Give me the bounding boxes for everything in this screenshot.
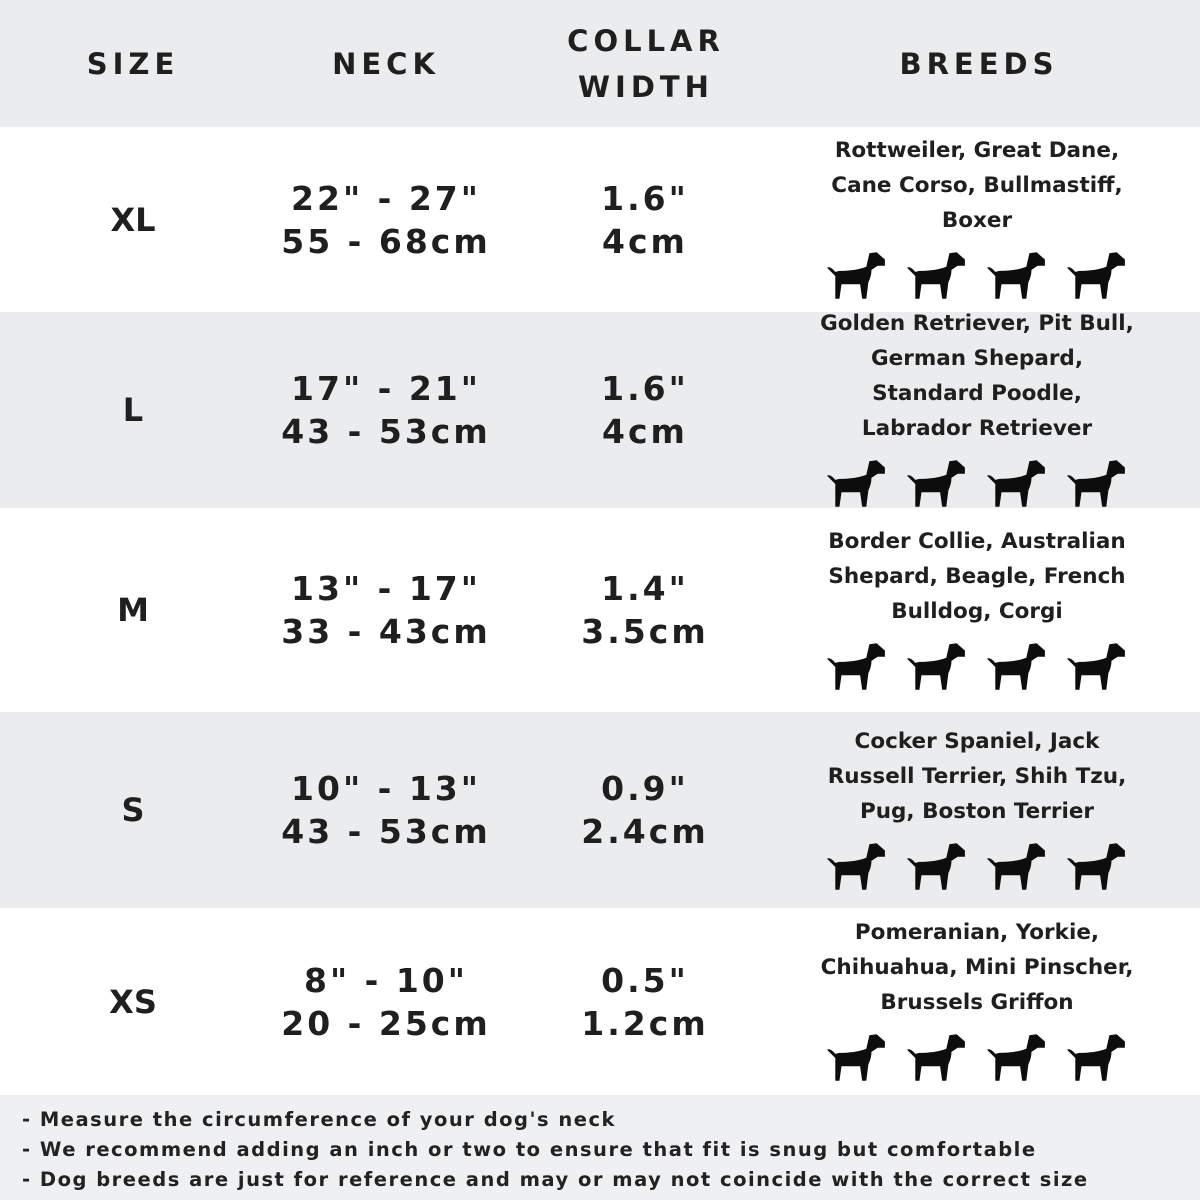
header-neck: NECK <box>332 46 440 81</box>
collar-width-cell: 0.9" 2.4cm <box>506 767 784 853</box>
neck-cell: 8" - 10" 20 - 25cm <box>266 959 506 1045</box>
pug-silhouette-icon <box>1065 835 1129 897</box>
chihuahua-silhouette-icon <box>985 1026 1049 1088</box>
breeds-cell: Golden Retriever, Pit Bull, German Shepa… <box>784 306 1170 514</box>
width-cm: 2.4cm <box>581 812 709 851</box>
size-label: S <box>121 791 145 829</box>
neck-cm: 43 - 53cm <box>281 812 491 851</box>
table-row: M 13" - 17" 33 - 43cm 1.4" 3.5cm Border … <box>0 508 1200 712</box>
size-label: L <box>122 391 144 429</box>
table-row: S 10" - 13" 43 - 53cm 0.9" 2.4cm Cocker … <box>0 712 1200 908</box>
table-row: XL 22" - 27" 55 - 68cm 1.6" 4cm Rottweil… <box>0 127 1200 312</box>
size-label: XS <box>109 982 157 1021</box>
width-inches: 0.5" <box>601 960 689 1000</box>
size-label: M <box>117 591 149 629</box>
breeds-cell: Border Collie, Australian Shepard, Beagl… <box>784 524 1170 697</box>
note: - Dog breeds are just for reference and … <box>22 1168 1089 1191</box>
collar-width-cell: 0.5" 1.2cm <box>506 959 784 1045</box>
width-inches: 0.9" <box>601 769 689 808</box>
collar-width-cell: 1.6" 4cm <box>506 367 784 453</box>
neck-inches: 22" - 27" <box>291 178 481 218</box>
breed-icons <box>784 635 1170 697</box>
french-bulldog-silhouette-icon <box>985 635 1049 697</box>
breed-icons <box>784 1026 1170 1088</box>
mini-pinscher-silhouette-icon <box>1065 1026 1129 1088</box>
breeds-text: Rottweiler, Great Dane, Cane Corso, Bull… <box>831 138 1123 233</box>
neck-cell: 17" - 21" 43 - 53cm <box>266 367 506 453</box>
neck-inches: 17" - 21" <box>291 369 481 408</box>
neck-inches: 8" - 10" <box>304 960 468 1000</box>
breeds-cell: Cocker Spaniel, Jack Russell Terrier, Sh… <box>784 724 1170 897</box>
width-inches: 1.4" <box>601 569 689 608</box>
header-size: SIZE <box>86 46 180 81</box>
breeds-cell: Pomeranian, Yorkie, Chihuahua, Mini Pins… <box>784 915 1170 1088</box>
width-cm: 4cm <box>602 412 688 451</box>
yorkie-silhouette-icon <box>905 1026 969 1088</box>
notes-footer: - Measure the circumference of your dog'… <box>0 1095 1200 1200</box>
cocker-spaniel-silhouette-icon <box>825 835 889 897</box>
breeds-text: Cocker Spaniel, Jack Russell Terrier, Sh… <box>827 728 1127 824</box>
golden-retriever-silhouette-icon <box>825 452 889 514</box>
cane-corso-silhouette-icon <box>985 244 1049 306</box>
header-breeds: BREEDS <box>899 46 1059 81</box>
breeds-text: Pomeranian, Yorkie, Chihuahua, Mini Pins… <box>820 920 1134 1015</box>
breeds-cell: Rottweiler, Great Dane, Cane Corso, Bull… <box>784 133 1170 306</box>
neck-inches: 10" - 13" <box>291 769 481 808</box>
poodle-silhouette-icon <box>985 452 1049 514</box>
neck-cell: 22" - 27" 55 - 68cm <box>266 177 506 263</box>
collar-width-cell: 1.4" 3.5cm <box>506 567 784 653</box>
width-cm: 1.2cm <box>581 1003 709 1043</box>
breeds-text: Border Collie, Australian Shepard, Beagl… <box>828 528 1126 624</box>
note: - Measure the circumference of your dog'… <box>22 1108 617 1131</box>
header-collar-width: COLLAR WIDTH <box>567 23 725 104</box>
border-collie-silhouette-icon <box>825 635 889 697</box>
note: - We recommend adding an inch or two to … <box>22 1138 1037 1161</box>
breed-icons <box>784 452 1170 514</box>
table-row: XS 8" - 10" 20 - 25cm 0.5" 1.2cm Pomeran… <box>0 908 1200 1095</box>
width-cm: 3.5cm <box>581 612 709 651</box>
width-inches: 1.6" <box>601 369 689 408</box>
rottweiler-silhouette-icon <box>825 244 889 306</box>
bullmastiff-silhouette-icon <box>1065 244 1129 306</box>
beagle-silhouette-icon <box>905 635 969 697</box>
neck-cell: 13" - 17" 33 - 43cm <box>266 567 506 653</box>
jack-russell-silhouette-icon <box>905 835 969 897</box>
labrador-silhouette-icon <box>905 452 969 514</box>
size-table-body: XL 22" - 27" 55 - 68cm 1.6" 4cm Rottweil… <box>0 127 1200 1095</box>
neck-cm: 20 - 25cm <box>281 1003 491 1043</box>
collar-width-cell: 1.6" 4cm <box>506 177 784 263</box>
neck-inches: 13" - 17" <box>291 569 481 608</box>
size-label: XL <box>110 200 156 239</box>
width-cm: 4cm <box>602 221 688 261</box>
shih-tzu-silhouette-icon <box>985 835 1049 897</box>
table-header: SIZE NECK COLLAR WIDTH BREEDS <box>0 0 1200 127</box>
pomeranian-silhouette-icon <box>825 1026 889 1088</box>
neck-cm: 55 - 68cm <box>281 221 491 261</box>
width-inches: 1.6" <box>601 178 689 218</box>
great-dane-silhouette-icon <box>905 244 969 306</box>
breeds-text: Golden Retriever, Pit Bull, German Shepa… <box>820 311 1134 441</box>
neck-cm: 33 - 43cm <box>281 612 491 651</box>
neck-cm: 43 - 53cm <box>281 412 491 451</box>
breed-icons <box>784 244 1170 306</box>
table-row: L 17" - 21" 43 - 53cm 1.6" 4cm Golden Re… <box>0 311 1200 508</box>
neck-cell: 10" - 13" 43 - 53cm <box>266 767 506 853</box>
breed-icons <box>784 835 1170 897</box>
german-shepherd-silhouette-icon <box>1065 452 1129 514</box>
corgi-silhouette-icon <box>1065 635 1129 697</box>
